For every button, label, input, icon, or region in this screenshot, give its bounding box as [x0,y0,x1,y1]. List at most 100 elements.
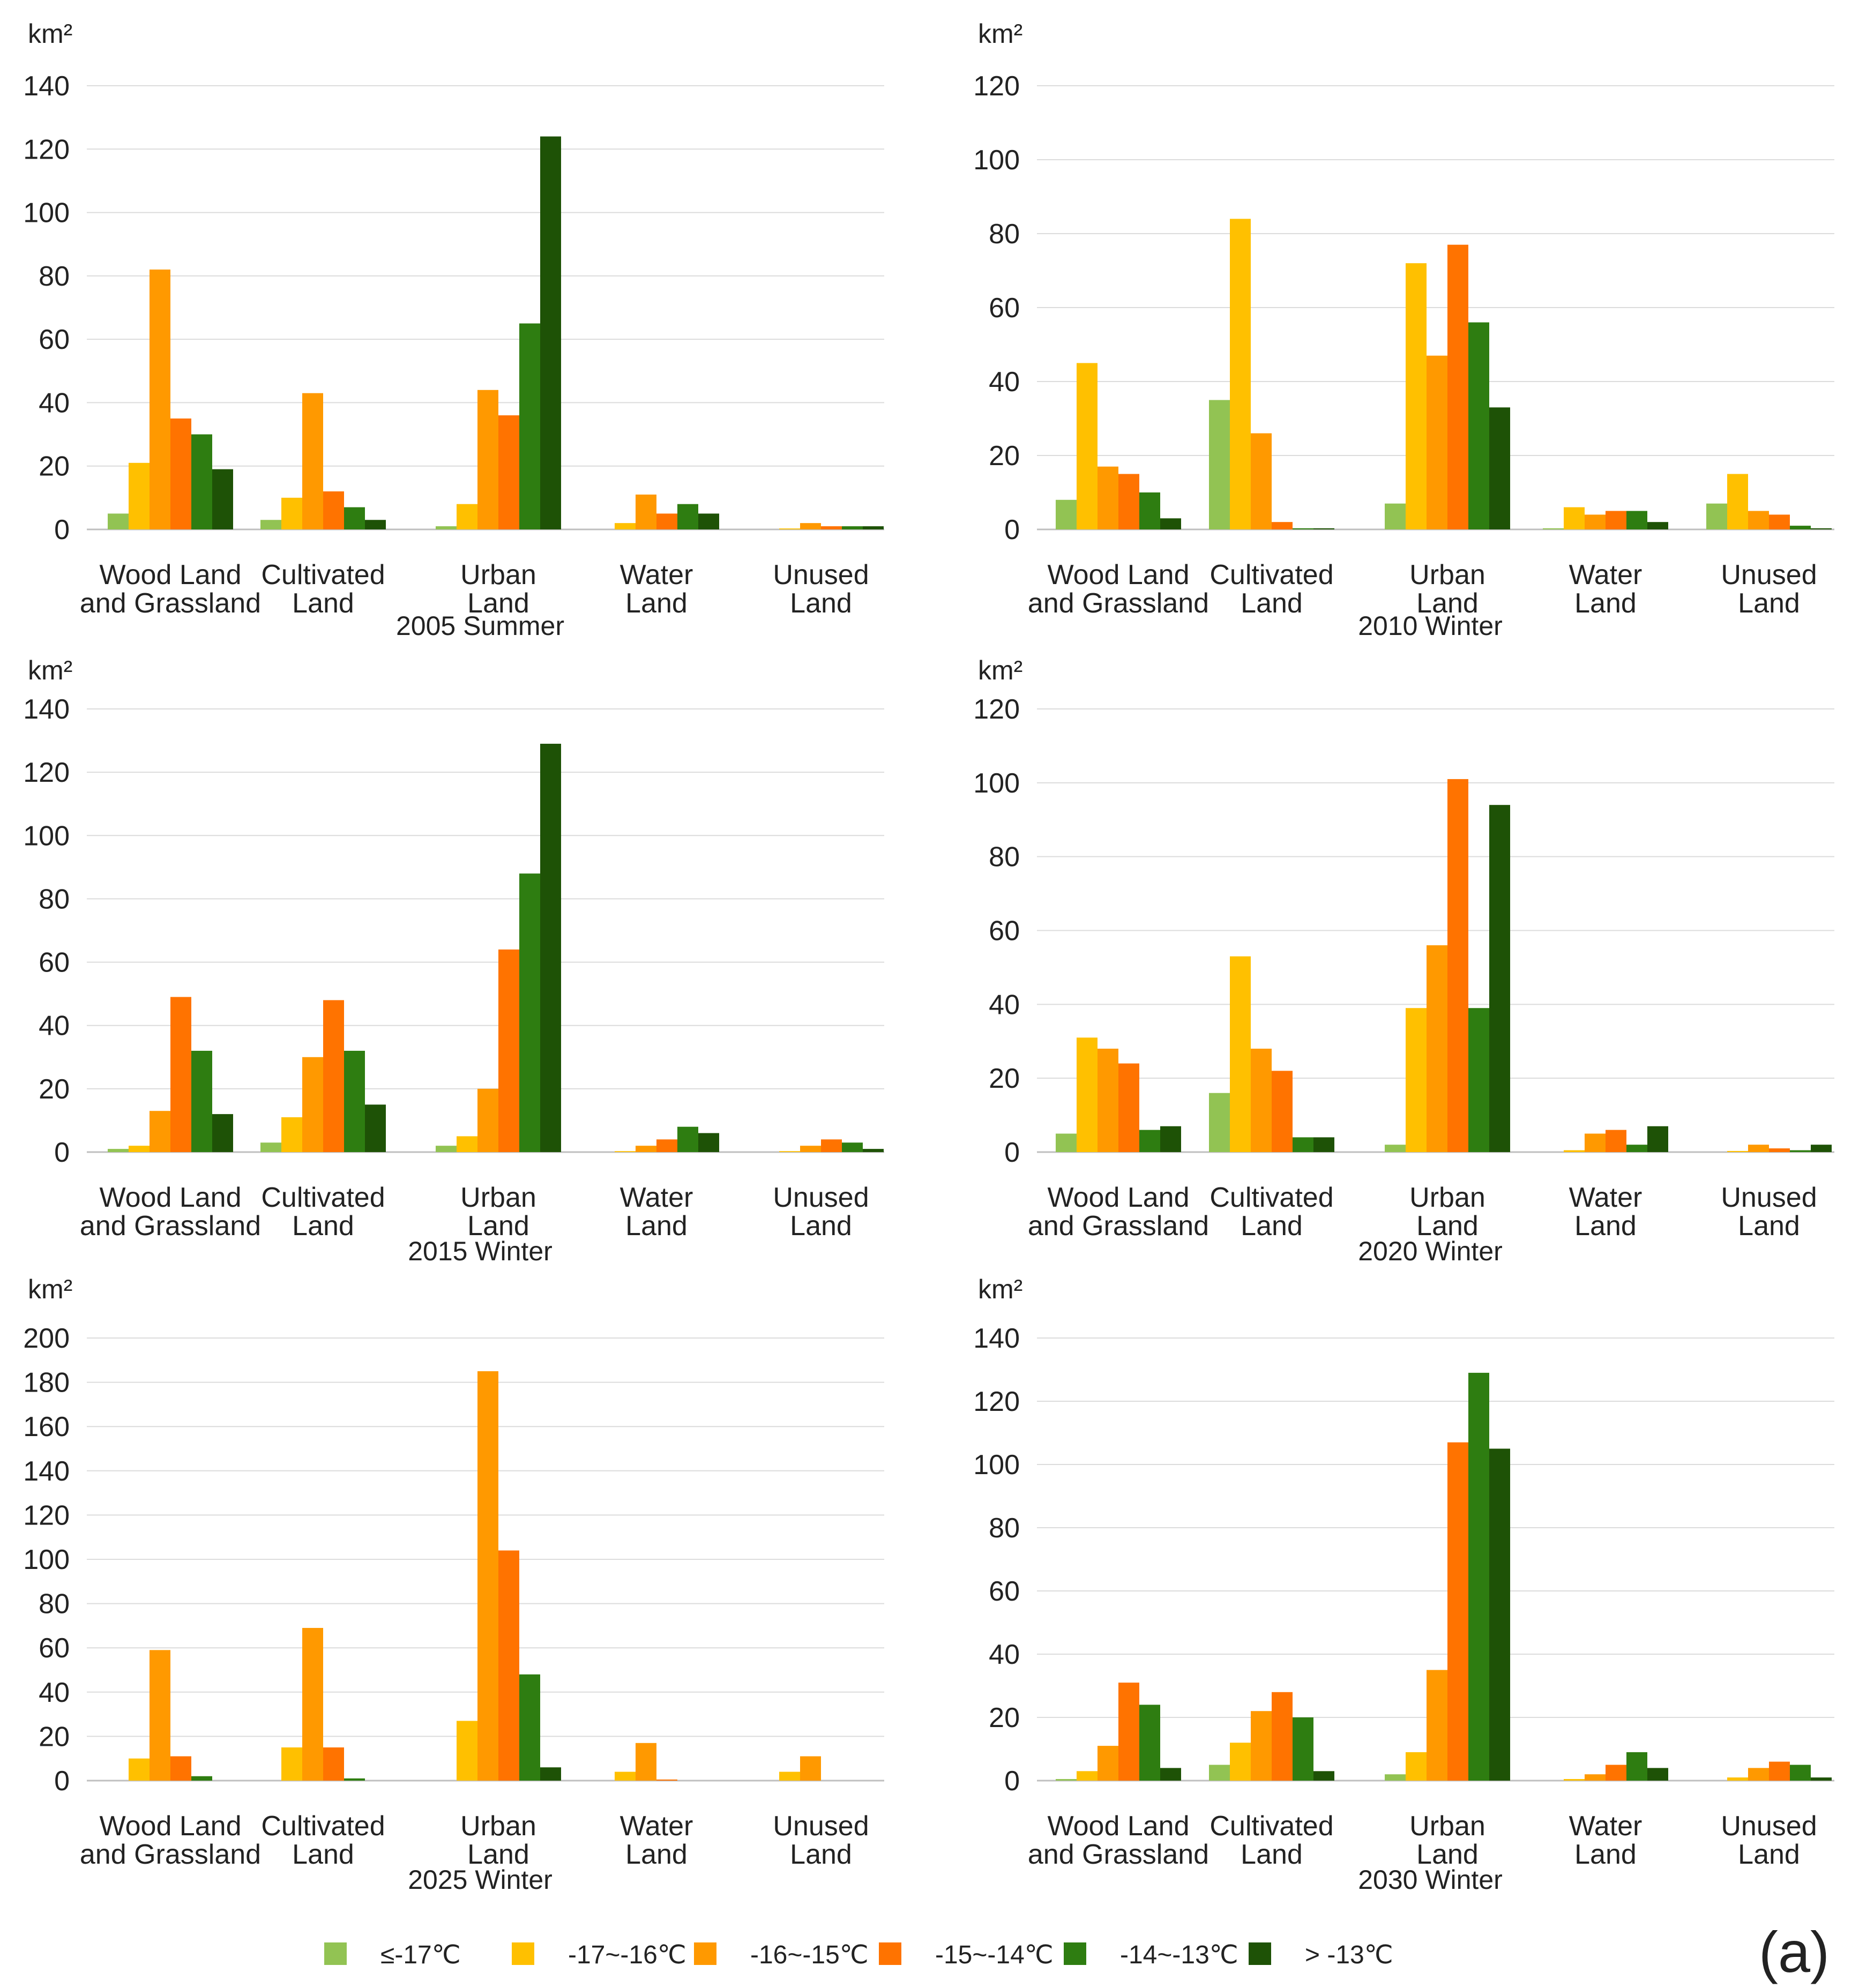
bar-5-series-4 [1769,1761,1790,1781]
bar-5-series-5 [842,1142,863,1152]
bar-3-series-6 [1489,407,1510,529]
bar-1-series-5 [191,434,212,529]
bar-5-series-4 [1769,1148,1790,1152]
bar-3-series-1 [436,1146,457,1152]
category-label: Cultivated [1210,559,1333,591]
bar-5-series-6 [863,1149,884,1152]
bar-4-series-5 [1626,1752,1647,1781]
legend-swatch-3 [694,1942,716,1965]
category-label: Land [790,1839,852,1870]
y-tick-label: 0 [54,1137,70,1168]
bar-1-series-5 [1139,1705,1160,1781]
y-unit-label: km² [978,1274,1022,1304]
bar-5-series-3 [1748,1768,1769,1781]
category-label: Land [625,1839,688,1870]
legend-swatch-2 [512,1942,534,1965]
bar-1-series-1 [108,1149,129,1152]
bar-5-series-6 [1811,1777,1832,1781]
bar-5-series-2 [779,1772,800,1781]
bar-5-series-5 [1790,1765,1811,1781]
bar-1-series-3 [1098,466,1118,529]
bar-3-series-1 [1385,1774,1406,1781]
y-tick-label: 140 [23,694,70,725]
bar-4-series-2 [615,523,636,529]
bar-1-series-2 [1077,1037,1098,1152]
bar-1-series-1 [1056,1779,1077,1781]
legend-swatch-6 [1249,1942,1271,1965]
bar-3-series-2 [1406,263,1427,529]
y-tick-label: 120 [973,71,1020,102]
bar-3-series-4 [1447,1442,1468,1781]
bar-4-series-6 [698,1133,719,1152]
category-label: Land [1738,588,1800,619]
bar-2-series-6 [365,1104,386,1152]
bar-1-series-6 [1160,1126,1181,1152]
bar-3-series-3 [477,1371,498,1781]
y-tick-label: 120 [23,134,70,165]
category-label: Land [625,1210,688,1242]
legend-swatch-4 [879,1942,901,1965]
y-tick-label: 20 [39,451,70,482]
bar-3-series-5 [1468,1372,1489,1781]
category-label: Water [620,1811,693,1842]
bar-4-series-3 [636,494,656,529]
category-label: Land [1574,1210,1637,1242]
y-tick-label: 0 [1004,514,1020,545]
y-tick-label: 60 [989,1576,1020,1607]
bar-3-series-3 [477,1088,498,1152]
category-label: and Grassland [80,588,261,619]
bar-3-series-4 [498,415,519,529]
category-label: Cultivated [261,559,385,591]
y-tick-label: 40 [989,989,1020,1020]
y-tick-label: 40 [989,367,1020,398]
bar-4-series-2 [615,1151,636,1152]
category-label: Urban [460,1182,536,1213]
y-tick-label: 60 [989,916,1020,947]
bar-1-series-6 [1160,1768,1181,1781]
category-label: Land [1416,588,1479,619]
category-label: Land [467,1210,529,1242]
legend: ≤-17℃ -17~-16℃ -16~-15℃ -15~-14℃ -14~-13℃ > -… [324,1941,1393,1969]
bar-1-series-5 [191,1776,212,1781]
bar-5-series-3 [800,1146,821,1152]
bar-1-series-2 [129,1758,150,1781]
bar-2-series-1 [260,1142,281,1152]
category-label: Wood Land [99,1182,241,1213]
bar-2-series-2 [1230,219,1251,529]
bar-4-series-4 [656,1779,677,1781]
bar-1-series-4 [1118,1683,1139,1781]
y-tick-label: 80 [39,1589,70,1620]
bar-5-series-2 [1727,1777,1748,1781]
category-label: Land [1738,1210,1800,1242]
bar-2-series-3 [1251,1049,1272,1152]
y-tick-label: 20 [989,1063,1020,1094]
bar-4-series-6 [1647,1126,1668,1152]
category-label: Land [467,588,529,619]
bar-4-series-4 [656,1139,677,1152]
category-label: Land [1241,1210,1303,1242]
category-label: Land [1574,1839,1637,1870]
bar-4-series-2 [1564,1779,1585,1781]
bar-3-series-5 [519,873,540,1152]
bar-4-series-5 [1626,511,1647,529]
y-tick-label: 40 [39,1677,70,1708]
bar-4-series-2 [1564,1150,1585,1152]
y-unit-label: km² [28,1274,72,1304]
category-label: Land [467,1839,529,1870]
bar-3-series-3 [477,390,498,529]
y-tick-label: 120 [23,1500,70,1531]
category-label: Urban [1409,1811,1485,1842]
category-label: and Grassland [80,1839,261,1870]
bar-5-series-6 [863,526,884,529]
y-tick-label: 0 [54,514,70,545]
bar-2-series-3 [1251,433,1272,529]
y-tick-label: 140 [23,71,70,102]
y-tick-label: 60 [39,947,70,978]
y-tick-label: 100 [973,145,1020,176]
bar-3-series-3 [1427,945,1447,1152]
category-label: Land [625,588,688,619]
category-label: Urban [460,1811,536,1842]
